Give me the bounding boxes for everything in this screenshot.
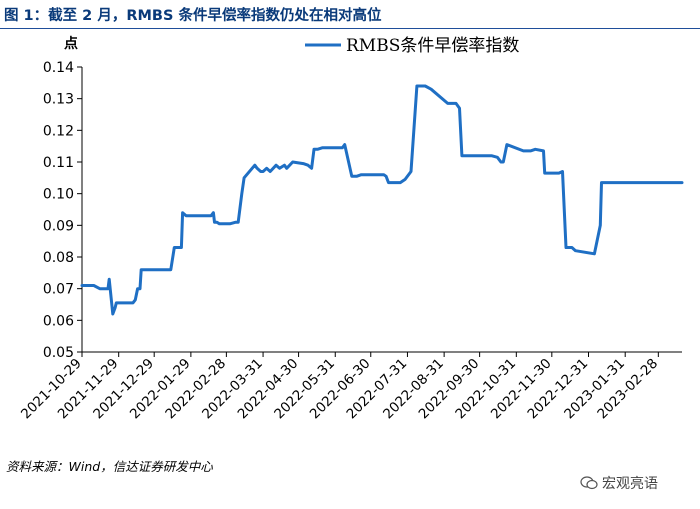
y-tick-label: 0.11 bbox=[43, 155, 74, 171]
series-layer bbox=[80, 84, 684, 316]
y-tick-label: 0.10 bbox=[43, 187, 74, 203]
watermark: 宏观亮语 bbox=[580, 473, 658, 493]
y-tick-label: 0.13 bbox=[43, 92, 74, 108]
watermark-text: 宏观亮语 bbox=[602, 476, 658, 492]
y-axis-unit-label: 点 bbox=[64, 36, 78, 52]
legend: RMBS条件早偿率指数 bbox=[305, 36, 519, 56]
y-tick-label: 0.09 bbox=[43, 218, 74, 234]
y-tick-label: 0.12 bbox=[43, 123, 74, 139]
y-tick-label: 0.14 bbox=[43, 60, 74, 76]
x-axis: 2021-10-292021-11-292021-12-292022-01-29… bbox=[18, 351, 682, 422]
y-axis: 0.05 0.06 0.07 0.08 0.09 0.10 0.11 0.12 0.13 0.14 bbox=[43, 60, 83, 361]
y-tick-label: 0.08 bbox=[43, 250, 74, 266]
y-tick-label: 0.06 bbox=[43, 313, 74, 329]
y-tick-label: 0.05 bbox=[43, 345, 74, 361]
wechat-icon bbox=[580, 476, 598, 490]
y-tick-label: 0.07 bbox=[43, 282, 74, 298]
series-line bbox=[80, 84, 684, 316]
title-divider bbox=[0, 28, 700, 29]
source-note: 资料来源：Wind，信达证券研发中心 bbox=[6, 459, 213, 474]
figure-title: 图 1：截至 2 月，RMBS 条件早偿率指数仍处在相对高位 bbox=[4, 8, 382, 24]
legend-label: RMBS条件早偿率指数 bbox=[346, 36, 519, 56]
